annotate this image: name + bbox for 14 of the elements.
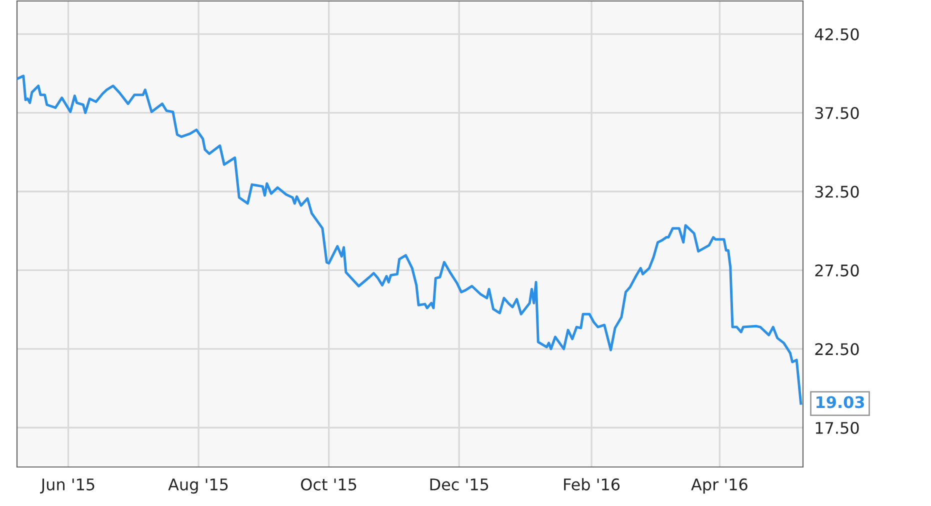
y-tick-label: 37.50 — [815, 106, 859, 120]
y-tick-label: 27.50 — [815, 264, 859, 277]
y-tick-label: 32.50 — [815, 186, 859, 198]
x-tick-label: Feb '16 — [564, 478, 620, 490]
y-tick-label: 42.50 — [814, 28, 859, 40]
x-tick-label: Dec '15 — [430, 478, 488, 490]
x-tick-label: Aug '15 — [168, 478, 228, 494]
annotation: 19.03 — [816, 396, 864, 408]
y-tick-label: 17.50 — [816, 422, 859, 434]
y-tick-label: 22.50 — [815, 343, 859, 356]
line-series — [17, 74, 802, 405]
x-tick-label: Oct '15 — [301, 478, 356, 490]
x-tick-label: Jun '15 — [40, 478, 94, 494]
x-tick-label: Apr '16 — [691, 478, 748, 494]
